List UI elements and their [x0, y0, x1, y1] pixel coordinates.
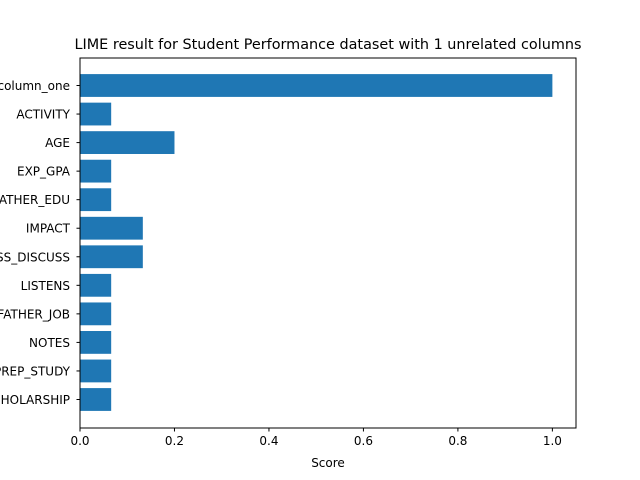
bar-father-job	[80, 302, 112, 326]
y-tick-label: FATHER_JOB	[0, 307, 70, 321]
bar-notes	[80, 331, 112, 354]
x-axis-label: Score	[311, 456, 345, 470]
y-axis-ticks: column_one ACTIVITY AGE EXP_GPA FATHER_EDU IM…	[0, 79, 80, 407]
y-tick-label: SCHOLARSHIP	[0, 393, 70, 407]
y-tick-label: column_one	[0, 79, 70, 93]
y-tick-label: ACTIVITY	[16, 108, 70, 122]
bar-activity	[80, 102, 112, 126]
bar-prep-study	[80, 359, 112, 383]
plot-frame	[79, 57, 577, 429]
y-tick-label: NOTES	[29, 336, 70, 350]
x-tick-label: 0.8	[448, 434, 467, 448]
y-tick-label: FATHER_EDU	[0, 193, 70, 207]
chart-title: LIME result for Student Performance data…	[75, 37, 582, 53]
y-tick-label: LISTENS	[21, 279, 70, 293]
x-tick-label: 0.2	[165, 434, 184, 448]
bar-scholarship	[80, 388, 112, 411]
bar-class-discuss	[80, 245, 143, 269]
y-tick-label: IMPACT	[26, 222, 71, 236]
x-tick-label: 0.0	[70, 434, 89, 448]
x-tick-label: 1.0	[543, 434, 562, 448]
bar-impact	[80, 216, 143, 240]
bar-age	[80, 131, 175, 154]
bar-father-edu	[80, 188, 112, 212]
x-tick-label: 0.4	[259, 434, 278, 448]
y-tick-label: CLASS_DISCUSS	[0, 250, 70, 264]
x-axis-ticks: 0.0 0.2 0.4 0.6 0.8 1.0	[70, 428, 562, 448]
y-tick-label: AGE	[45, 136, 70, 150]
x-tick-label: 0.6	[354, 434, 373, 448]
bar-listens	[80, 273, 112, 297]
bar-column-one	[80, 74, 553, 97]
y-tick-label: PREP_STUDY	[0, 364, 71, 378]
y-tick-label: EXP_GPA	[17, 165, 71, 179]
bars-group	[80, 74, 553, 411]
bar-exp-gpa	[80, 159, 112, 183]
